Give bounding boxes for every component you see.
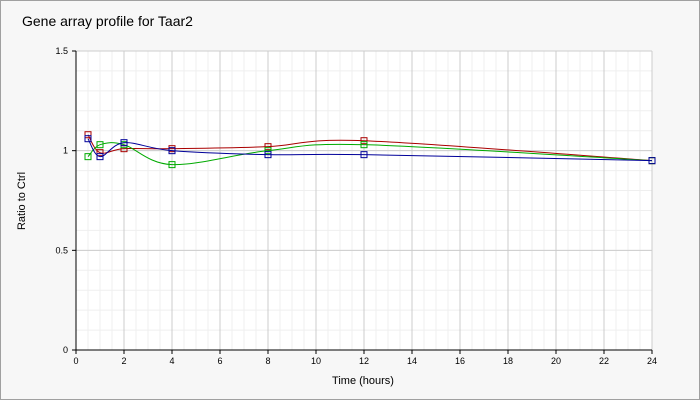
x-tick-label: 24 bbox=[647, 356, 657, 366]
x-tick-label: 22 bbox=[599, 356, 609, 366]
data-point-marker bbox=[264, 147, 272, 155]
series-group bbox=[84, 131, 656, 169]
y-axis-label: Ratio to Ctrl bbox=[16, 172, 28, 230]
data-point-marker bbox=[96, 153, 104, 161]
x-tick-label: 2 bbox=[121, 356, 126, 366]
data-point-marker bbox=[120, 139, 128, 147]
x-tick-label: 14 bbox=[407, 356, 417, 366]
data-point-marker bbox=[360, 137, 368, 145]
x-tick-label: 0 bbox=[73, 356, 78, 366]
data-point-marker bbox=[168, 161, 176, 169]
x-tick-label: 6 bbox=[217, 356, 222, 366]
chart-title: Gene array profile for Taar2 bbox=[22, 13, 193, 29]
data-point-marker bbox=[264, 151, 272, 159]
series-3 bbox=[84, 135, 656, 165]
y-tick-label: 1.5 bbox=[55, 46, 68, 56]
data-point-marker bbox=[360, 141, 368, 149]
y-tick-label: 0 bbox=[63, 345, 68, 355]
data-point-marker bbox=[648, 157, 656, 165]
x-tick-label: 18 bbox=[503, 356, 513, 366]
data-point-marker bbox=[84, 135, 92, 143]
data-point-marker bbox=[96, 141, 104, 149]
data-point-marker bbox=[96, 149, 104, 157]
x-tick-label: 16 bbox=[455, 356, 465, 366]
x-tick-label: 12 bbox=[359, 356, 369, 366]
data-point-marker bbox=[84, 131, 92, 139]
data-point-marker bbox=[360, 151, 368, 159]
data-point-marker bbox=[84, 153, 92, 161]
x-tick-label: 10 bbox=[311, 356, 321, 366]
y-axis-ticks: 0 0.5 1 1.5 bbox=[55, 46, 76, 355]
x-tick-label: 20 bbox=[551, 356, 561, 366]
grid bbox=[75, 50, 653, 351]
y-tick-label: 0.5 bbox=[55, 245, 68, 255]
x-tick-label: 8 bbox=[265, 356, 270, 366]
data-point-marker bbox=[264, 143, 272, 151]
x-axis-ticks: 0 2 4 6 8 10 12 14 16 18 20 22 24 bbox=[73, 350, 657, 366]
x-tick-label: 4 bbox=[169, 356, 174, 366]
y-tick-label: 1 bbox=[63, 146, 68, 156]
x-axis-label: Time (hours) bbox=[332, 375, 394, 387]
data-point-marker bbox=[168, 147, 176, 155]
